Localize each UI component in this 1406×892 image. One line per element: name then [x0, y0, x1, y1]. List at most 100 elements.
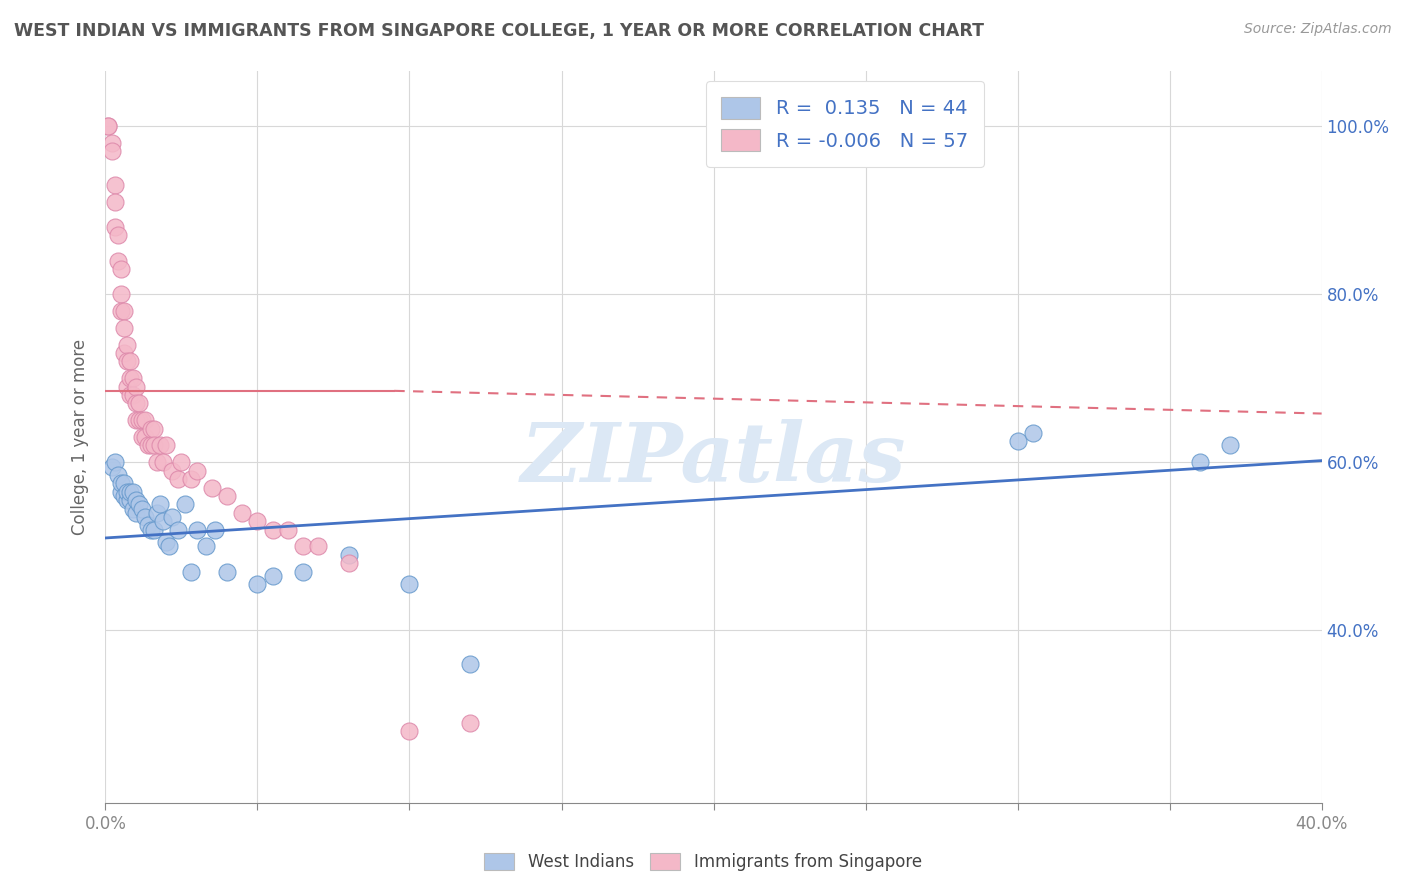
Point: [103, 178, 125, 192]
Point: [458, 715, 481, 730]
Point: [125, 506, 148, 520]
Point: [246, 577, 269, 591]
Point: [143, 422, 166, 436]
Point: [1219, 438, 1241, 452]
Point: [100, 136, 122, 150]
Point: [115, 337, 138, 351]
Point: [146, 455, 169, 469]
Point: [152, 455, 174, 469]
Text: WEST INDIAN VS IMMIGRANTS FROM SINGAPORE COLLEGE, 1 YEAR OR MORE CORRELATION CHA: WEST INDIAN VS IMMIGRANTS FROM SINGAPORE…: [14, 22, 984, 40]
Point: [107, 467, 129, 482]
Point: [125, 493, 148, 508]
Point: [139, 523, 162, 537]
Point: [103, 455, 125, 469]
Point: [155, 438, 177, 452]
Point: [231, 506, 253, 520]
Point: [201, 481, 224, 495]
Point: [118, 388, 141, 402]
Point: [107, 253, 129, 268]
Point: [217, 489, 239, 503]
Point: [110, 484, 132, 499]
Point: [246, 514, 269, 528]
Point: [167, 472, 190, 486]
Point: [121, 484, 143, 499]
Point: [112, 489, 135, 503]
Point: [136, 438, 159, 452]
Point: [118, 371, 141, 385]
Point: [143, 523, 166, 537]
Point: [110, 476, 132, 491]
Point: [118, 484, 141, 499]
Point: [398, 577, 420, 591]
Point: [173, 497, 195, 511]
Point: [112, 476, 135, 491]
Legend: West Indians, Immigrants from Singapore: West Indians, Immigrants from Singapore: [475, 845, 931, 880]
Point: [152, 514, 174, 528]
Point: [337, 548, 360, 562]
Point: [194, 540, 217, 554]
Point: [277, 523, 299, 537]
Point: [103, 219, 125, 234]
Point: [118, 493, 141, 508]
Point: [157, 540, 180, 554]
Point: [146, 506, 169, 520]
Point: [136, 518, 159, 533]
Point: [186, 523, 208, 537]
Point: [110, 287, 132, 301]
Point: [110, 304, 132, 318]
Point: [125, 396, 148, 410]
Point: [128, 413, 150, 427]
Point: [112, 320, 135, 334]
Point: [107, 228, 129, 243]
Point: [103, 194, 125, 209]
Point: [115, 379, 138, 393]
Point: [292, 565, 315, 579]
Point: [180, 565, 202, 579]
Point: [180, 472, 202, 486]
Point: [125, 413, 148, 427]
Point: [1007, 434, 1029, 449]
Point: [131, 430, 153, 444]
Point: [398, 724, 420, 739]
Point: [167, 523, 190, 537]
Point: [100, 145, 122, 159]
Point: [115, 484, 138, 499]
Point: [217, 565, 239, 579]
Text: Source: ZipAtlas.com: Source: ZipAtlas.com: [1244, 22, 1392, 37]
Point: [162, 464, 184, 478]
Point: [128, 396, 150, 410]
Point: [110, 261, 132, 276]
Point: [134, 430, 156, 444]
Point: [121, 501, 143, 516]
Text: ZIPatlas: ZIPatlas: [520, 419, 907, 499]
Point: [262, 569, 284, 583]
Point: [134, 413, 156, 427]
Point: [458, 657, 481, 671]
Point: [115, 354, 138, 368]
Point: [262, 523, 284, 537]
Point: [118, 354, 141, 368]
Point: [162, 510, 184, 524]
Point: [1188, 455, 1211, 469]
Point: [155, 535, 177, 549]
Point: [121, 371, 143, 385]
Point: [112, 304, 135, 318]
Point: [131, 501, 153, 516]
Point: [143, 438, 166, 452]
Point: [100, 459, 122, 474]
Point: [149, 497, 172, 511]
Point: [125, 379, 148, 393]
Legend: R =  0.135   N = 44, R = -0.006   N = 57: R = 0.135 N = 44, R = -0.006 N = 57: [706, 81, 984, 167]
Point: [112, 346, 135, 360]
Point: [139, 438, 162, 452]
Point: [134, 510, 156, 524]
Point: [337, 556, 360, 570]
Point: [131, 413, 153, 427]
Point: [149, 438, 172, 452]
Point: [97, 119, 120, 133]
Point: [139, 422, 162, 436]
Point: [307, 540, 329, 554]
Point: [115, 493, 138, 508]
Point: [186, 464, 208, 478]
Point: [1022, 425, 1045, 440]
